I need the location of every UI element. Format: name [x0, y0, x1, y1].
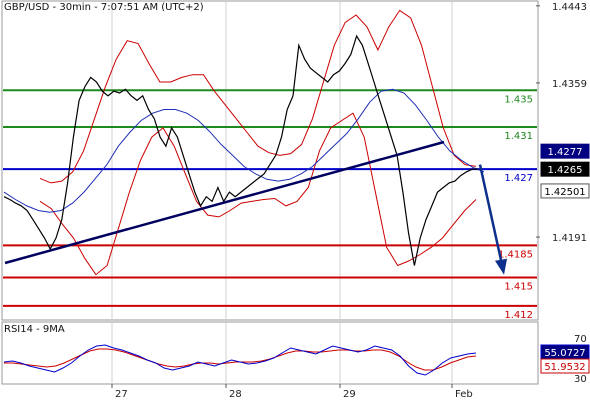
price-tag-low-label: 1.42501 [544, 187, 585, 198]
bollinger-bands [3, 9, 485, 276]
y-tick-label: 1.4443 [552, 2, 587, 13]
price-tag-current [540, 161, 590, 177]
price-tags: 1.4277 1.4265 1.42501 55.0727 51.9532 [540, 143, 590, 374]
rsi-tag-rsi-label: 55.0727 [544, 348, 585, 359]
y-tick-label: 1.4359 [552, 79, 587, 90]
price-line [3, 34, 478, 266]
x-tick-label: 28 [229, 389, 242, 400]
rsi-tag-rsi_ma [540, 358, 590, 374]
price-series [3, 34, 478, 266]
price-tag-high-label: 1.4277 [548, 147, 583, 158]
resistance-level-label: 1.435 [504, 94, 533, 105]
rsi-y-tick-label: 70 [574, 334, 587, 345]
moving-average-line [3, 88, 485, 213]
rsi-panel-frame [1, 321, 539, 385]
y-tick-label: 1.4191 [552, 233, 587, 244]
rsi-line [3, 344, 477, 376]
x-tick-label: 27 [115, 389, 128, 400]
chart-title: GBP/USD - 30min - 7:07:51 AM (UTC+2) [4, 2, 204, 13]
trendline [4, 140, 445, 265]
resistance-level-label: 1.431 [504, 131, 533, 142]
rsi-panel-title: RSI14 - 9MA [4, 324, 65, 335]
rsi-y-tick-label: 30 [574, 374, 587, 385]
grid [111, 2, 453, 383]
bollinger-lower-line [39, 112, 477, 276]
support-level-label: 1.412 [504, 310, 533, 321]
price-panel-frame [1, 0, 539, 321]
rsi-tag-rsi_ma-label: 51.9532 [544, 362, 585, 373]
annotations [4, 140, 507, 275]
forecast-arrow-shaft [478, 164, 504, 265]
rsi-series [3, 344, 477, 376]
price-tag-current-label: 1.4265 [548, 165, 583, 176]
horizontal-levels: 1.435 1.431 1.427 1.4185 1.415 1.412 [3, 89, 537, 321]
bollinger-upper-line [39, 9, 477, 184]
axis-labels: 27 28 29 Feb 1.4443 1.4359 1.4191 70 30 [111, 2, 587, 400]
price-tag-low [540, 183, 590, 199]
pivot-level-label: 1.427 [504, 173, 533, 184]
x-tick-label: 29 [343, 389, 356, 400]
x-tick-label: Feb [455, 389, 473, 400]
support-level-label: 1.415 [504, 281, 533, 292]
price-tag-high [540, 143, 590, 159]
forecast-arrow-head [495, 258, 507, 275]
support-level-label: 1.4185 [498, 249, 533, 260]
